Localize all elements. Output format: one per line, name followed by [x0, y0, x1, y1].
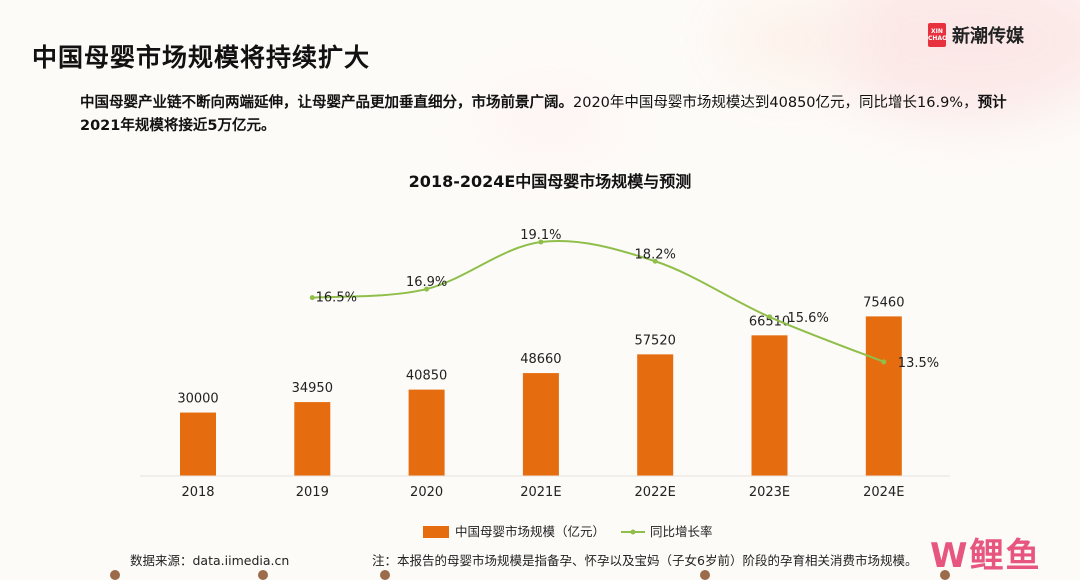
intro-paragraph: 中国母婴产业链不断向两端延伸，让母婴产品更加垂直细分，市场前景广阔。2020年中…: [80, 92, 1020, 138]
growth-rate-line: [312, 239, 885, 363]
x-tick-label: 2024E: [863, 485, 904, 500]
growth-value-label: 15.6%: [788, 311, 829, 326]
growth-point: [881, 359, 887, 365]
bar-2021E: [522, 373, 559, 476]
watermark-logo: W鲤鱼: [930, 536, 1042, 576]
bar-value-label: 66510: [749, 314, 790, 329]
bar-2018: [180, 412, 216, 476]
bar-2019: [294, 402, 331, 476]
growth-value-label: 18.2%: [635, 247, 676, 262]
brand-logo: XIN CHAO 新潮传媒: [928, 22, 1024, 48]
intro-normal: 2020年中国母婴市场规模达到40850亿元，同比增长16.9%，: [573, 95, 978, 111]
bar-value-label: 30000: [177, 392, 218, 407]
decorative-dot: [110, 570, 120, 580]
decorative-dot: [380, 570, 390, 580]
growth-value-label: 19.1%: [520, 228, 561, 243]
x-axis: 2018 2019 2020 2021E 2022E 2023E 2024E: [140, 475, 950, 500]
background-decoration: [480, 90, 620, 150]
footnote: 注：本报告的母婴市场规模是指备孕、怀孕以及宝妈（子女6岁前）阶段的孕育相关消费市…: [372, 553, 918, 568]
line-series: 16.5% 16.9% 19.1% 18.2% 15.6% 13.5%: [309, 228, 939, 371]
x-tick-label: 2019: [296, 485, 329, 500]
market-size-chart: 2018-2024E中国母婴市场规模与预测 30000 34950 40850 486…: [140, 172, 950, 539]
brand-name: 新潮传媒: [952, 26, 1024, 47]
bar-value-label: 57520: [635, 333, 676, 348]
bar-series: 30000 34950 40850 48660 57520 66510 75460: [177, 295, 904, 476]
x-tick-label: 2023E: [749, 485, 790, 500]
chart-legend: 中国母婴市场规模（亿元） 同比增长率: [423, 524, 713, 539]
bar-2020: [408, 389, 445, 476]
growth-value-label: 16.5%: [316, 291, 357, 306]
growth-point: [424, 286, 430, 292]
growth-value-label: 16.9%: [406, 275, 447, 290]
growth-point: [767, 314, 772, 320]
bar-2024E: [865, 316, 902, 476]
growth-point: [538, 239, 544, 245]
page-title: 中国母婴市场规模将持续扩大: [32, 43, 371, 72]
brand-mark-icon: XIN CHAO: [928, 23, 947, 47]
x-tick-label: 2022E: [635, 485, 676, 500]
x-tick-label: 2018: [181, 485, 214, 500]
growth-point: [309, 295, 315, 301]
bar-value-label: 75460: [863, 295, 904, 310]
background-decoration: [720, 0, 860, 80]
data-source: 数据来源：data.iimedia.cn: [130, 553, 290, 568]
x-tick-label: 2021E: [520, 485, 561, 500]
bar-2023E: [751, 335, 788, 476]
decorative-dot: [940, 570, 950, 580]
growth-point: [652, 258, 658, 264]
bar-2022E: [637, 354, 674, 476]
bar-value-label: 40850: [406, 369, 447, 384]
legend-line-label: 同比增长率: [650, 524, 713, 539]
bar-value-label: 48660: [520, 352, 561, 367]
decorative-dot: [258, 570, 268, 580]
decorative-dot: [700, 570, 710, 580]
x-tick-label: 2020: [410, 485, 443, 500]
legend-bar-swatch: [423, 526, 449, 538]
legend-bar-label: 中国母婴市场规模（亿元）: [455, 524, 605, 539]
chart-title: 2018-2024E中国母婴市场规模与预测: [409, 172, 692, 191]
legend-line-marker: [630, 529, 636, 535]
intro-bold-tail: 预计2021年规模将接近5万亿元。: [80, 95, 1007, 134]
bar-value-label: 34950: [292, 381, 333, 396]
intro-bold: 中国母婴产业链不断向两端延伸，让母婴产品更加垂直细分，市场前景广阔。: [80, 95, 573, 111]
growth-value-label: 13.5%: [898, 356, 939, 371]
